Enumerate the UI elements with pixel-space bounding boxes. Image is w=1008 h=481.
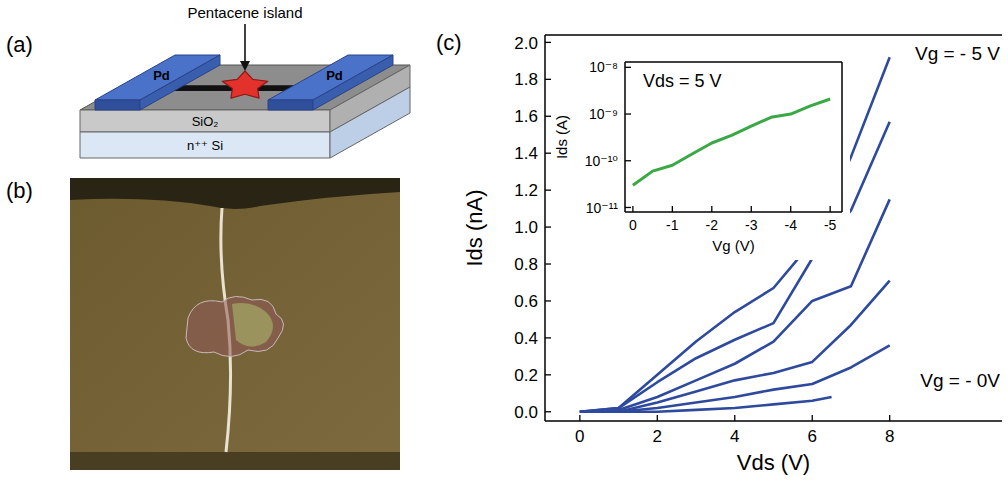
photo-island: [186, 296, 284, 356]
series-line: [580, 281, 890, 412]
y-tick: [545, 42, 551, 43]
electrode-label: Pd: [153, 68, 170, 83]
x-tick: [751, 206, 752, 212]
chart-1: 0 -1 -2 -3 -4 -5 10⁻¹¹ 10⁻¹⁰ 10⁻⁹ 10⁻⁸ Vg (V) Ids (…: [553, 56, 850, 260]
x-tick-label: -2: [706, 217, 719, 233]
y-tick: [625, 113, 631, 114]
x-tick-label: 0: [575, 427, 584, 446]
y-tick: [545, 337, 551, 338]
y-tick: [545, 411, 551, 412]
y-axis: [544, 35, 546, 421]
x-tick: [790, 206, 791, 212]
x-tick: [632, 206, 633, 212]
y-tick-label: 0.2: [514, 366, 538, 385]
y-tick: [625, 67, 631, 68]
y-tick-label: 1.6: [514, 107, 538, 126]
y-tick-label: 1.8: [514, 70, 538, 89]
x-tick: [657, 415, 658, 421]
y-axis-title: Ids (nA): [462, 189, 487, 266]
x-tick: [734, 415, 735, 421]
y-tick: [545, 153, 551, 154]
x-tick-label: -1: [666, 217, 679, 233]
y-tick: [625, 160, 631, 161]
y-tick-label: 1.0: [514, 218, 538, 237]
x-axis: [545, 420, 1002, 422]
layer-label: SiO₂: [192, 114, 219, 129]
si-side: [330, 87, 410, 158]
y-tick: [545, 79, 551, 80]
x-tick: [830, 206, 831, 212]
electrode-side: [313, 55, 393, 110]
x-tick: [889, 415, 890, 421]
series-line: [633, 99, 830, 185]
x-tick: [812, 415, 813, 421]
right-frame: [841, 62, 843, 212]
x-tick-label: 2: [653, 427, 662, 446]
y-tick-label: 10⁻⁹: [589, 106, 618, 122]
y-tick: [545, 300, 551, 301]
series-line: [580, 345, 890, 411]
y-tick-label: 0.0: [514, 403, 538, 422]
y-axis: [624, 62, 626, 212]
x-axis-title: Vds (V): [737, 450, 810, 475]
y-tick-label: 1.2: [514, 181, 538, 200]
panel-letter: (a): [6, 32, 33, 57]
plot-data: [633, 99, 830, 185]
y-axis-title: Ids (A): [553, 115, 570, 159]
electrode-top-shadow: [70, 178, 400, 209]
y-tick: [545, 263, 551, 264]
y-tick-label: 0.6: [514, 292, 538, 311]
photo: [70, 178, 400, 470]
y-tick-label: 10⁻¹¹: [586, 200, 619, 216]
si-front: [80, 132, 330, 158]
annotation: Vg = - 5 V: [915, 43, 1000, 64]
pentacene-island: [222, 71, 268, 98]
x-tick-label: -4: [784, 217, 797, 233]
x-axis: [625, 211, 842, 213]
island-label: Pentacene island: [187, 4, 302, 21]
x-tick: [672, 206, 673, 212]
y-tick-label: 1.4: [514, 144, 538, 163]
y-tick-label: 10⁻¹⁰: [585, 153, 619, 169]
y-tick-label: 0.4: [514, 329, 538, 348]
x-tick: [711, 206, 712, 212]
chart-0: 0 2 4 6 8 0.0 0.2 0.4 0.6 0.8 1.0 1.2 1.4 1.6 1.8 2.0 Vd…: [462, 34, 1002, 475]
inset-background: [557, 56, 850, 260]
top-frame: [545, 34, 1002, 36]
series-line: [580, 397, 832, 412]
photo-background: [70, 178, 400, 470]
panel-letter: (c): [436, 30, 462, 55]
arrow: [244, 24, 246, 69]
x-tick: [579, 415, 580, 421]
x-tick-label: 0: [629, 217, 637, 233]
y-tick: [545, 116, 551, 117]
electrode-label: Pd: [326, 68, 343, 83]
x-tick-label: 8: [885, 427, 894, 446]
y-tick: [545, 189, 551, 190]
x-axis-title: Vg (V): [712, 237, 755, 254]
inset-title: Vds = 5 V: [643, 71, 722, 91]
electrode-side: [140, 55, 220, 110]
electrode-front: [95, 100, 140, 110]
electrode-front: [268, 100, 313, 110]
layer-label: n⁺⁺ Si: [187, 138, 223, 153]
top-frame: [625, 61, 842, 63]
y-tick: [545, 374, 551, 375]
sio2-front: [80, 110, 330, 132]
electrode-bottom: [70, 452, 400, 470]
y-tick: [625, 207, 631, 208]
y-tick: [545, 226, 551, 227]
schematic: Pd Pd Pentacene island SiO₂ n⁺⁺ Si: [80, 4, 410, 158]
x-tick-label: -3: [745, 217, 758, 233]
y-tick-label: 10⁻⁸: [589, 59, 618, 75]
photo-island-part: [232, 303, 273, 347]
x-tick-label: 4: [730, 427, 739, 446]
panel-letter: (b): [6, 178, 33, 203]
annotation: Vg = - 0V: [920, 370, 1000, 391]
figure: (a) (b) (c) Pd Pd Pentacene island SiO₂ n⁺⁺ Si 0…: [0, 0, 1008, 481]
y-tick-label: 2.0: [514, 34, 538, 53]
y-tick-label: 0.8: [514, 255, 538, 274]
x-tick-label: 6: [807, 427, 816, 446]
x-tick-label: -5: [824, 217, 837, 233]
